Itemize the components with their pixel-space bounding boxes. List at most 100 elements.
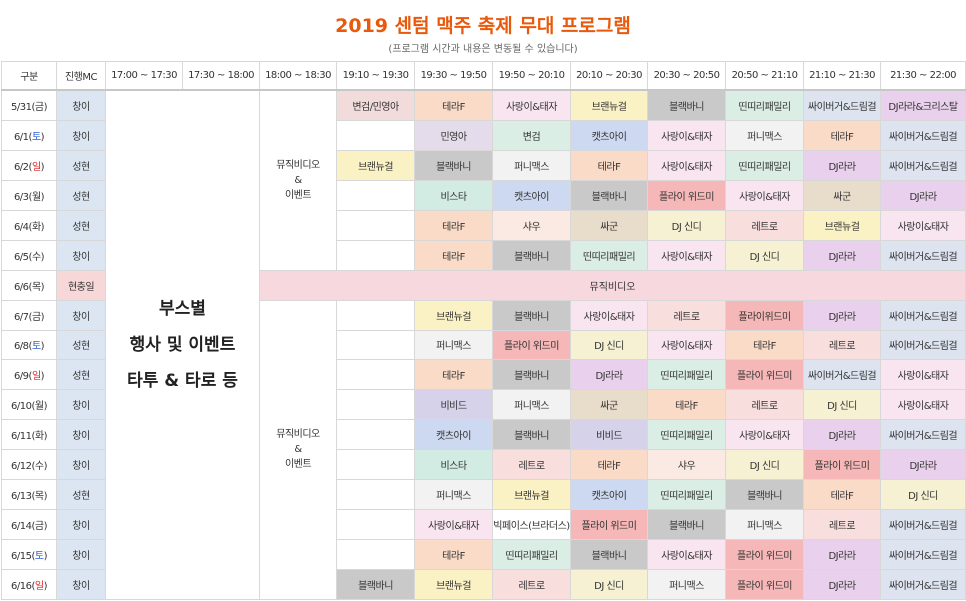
performance-slot: 띤띠리패밀리 (492, 539, 571, 570)
weekday-label: 일 (34, 581, 44, 592)
schedule-row: 6/4(화) 성현 테라F 샤우 싸군 DJ 신디 레트로 브랜뉴걸 사랑이&태자 (1, 209, 966, 241)
performance-slot: DJ 신디 (725, 449, 804, 481)
mc-cell: 현충일 (56, 269, 106, 301)
date-cell: 6/4(화) (1, 209, 57, 241)
date-suffix: ) (40, 221, 45, 233)
performance-slot: 빅페이스(브라더스) (492, 509, 571, 541)
performance-slot (336, 389, 415, 421)
performance-slot: 블랙바니 (492, 239, 571, 271)
date-cell: 6/9(일) (1, 359, 57, 391)
date-suffix: ) (43, 551, 48, 563)
page-subtitle: (프로그램 시간과 내용은 변동될 수 있습니다) (388, 44, 578, 55)
date-cell: 5/31(금) (1, 89, 57, 121)
performance-slot: 싸이버거&드림걸 (880, 239, 966, 271)
performance-slot: 테라F (570, 449, 648, 481)
performance-slot: 플라이 위드미 (570, 509, 648, 541)
performance-slot: 비스타 (414, 449, 493, 481)
performance-slot: 블랙바니 (647, 509, 726, 541)
schedule-table: 구분 진행MC 17:00 ~ 17:30 17:30 ~ 18:00 18:0… (1, 61, 966, 601)
performance-slot: 블랙바니 (492, 419, 571, 451)
weekday-label: 월 (34, 401, 44, 413)
date-prefix: 6/4( (13, 221, 33, 233)
booth-events-line: 타투 & 타로 등 (127, 371, 238, 391)
weekday-label: 일 (31, 161, 41, 173)
performance-slot: DJ 신디 (725, 239, 804, 271)
date-cell: 6/13(목) (1, 479, 57, 511)
date-cell: 6/2(일) (1, 149, 57, 181)
performance-slot: 퍼니맥스 (647, 569, 726, 600)
schedule-row: 5/31(금) 창이 부스별 행사 및 이벤트 타투 & 타로 등 뮤직비디오 & 이벤트 변검… (1, 89, 966, 600)
music-video-event-cell: 뮤직비디오 & 이벤트 (259, 299, 337, 601)
performance-slot: DJ라라 (570, 359, 648, 391)
performance-slot (336, 509, 415, 541)
performance-slot (336, 299, 415, 331)
header-cell: 진행MC (56, 61, 106, 91)
mc-cell: 창이 (56, 389, 106, 421)
booth-events-cell: 부스별 행사 및 이벤트 타투 & 타로 등 (105, 89, 260, 600)
mc-cell: 성현 (56, 179, 106, 211)
date-suffix: ) (40, 251, 45, 263)
date-suffix: ) (43, 431, 48, 443)
performance-slot: 캣츠아이 (570, 119, 648, 151)
performance-slot: DJ라라&크리스탈 (880, 89, 966, 121)
weekday-label: 금 (31, 311, 41, 323)
performance-slot: 싸이버거&드림걸 (880, 329, 966, 361)
performance-slot: 싸이버거&드림걸 (880, 149, 966, 181)
weekday-label: 목 (31, 281, 41, 293)
date-suffix: ) (40, 161, 45, 173)
performance-slot: 싸이버거&드림걸 (880, 569, 966, 600)
performance-slot (336, 329, 415, 361)
performance-slot: 플라이 위드미 (725, 569, 804, 600)
performance-slot: 레트로 (725, 389, 804, 421)
performance-slot: 비비드 (414, 389, 493, 421)
performance-slot: DJ 신디 (880, 479, 966, 511)
mc-cell: 성현 (56, 329, 106, 361)
performance-slot: 사랑이&태자 (647, 119, 726, 151)
date-prefix: 6/1( (13, 131, 33, 143)
performance-slot: 싸이버거&드림걸 (880, 509, 966, 541)
event-line: & (294, 444, 302, 456)
date-suffix: ) (40, 311, 45, 323)
event-line: 뮤직비디오 (276, 159, 320, 171)
header-cell: 21:30 ~ 22:00 (880, 61, 966, 91)
mc-cell: 창이 (56, 239, 106, 271)
header-cell: 구분 (1, 61, 57, 91)
performance-slot: 브랜뉴걸 (803, 209, 881, 241)
performance-slot: 퍼니맥스 (492, 389, 571, 421)
performance-slot: DJ라라 (880, 179, 966, 211)
performance-slot: 블랙바니 (414, 149, 493, 181)
schedule-row: 6/11(화) 창이 캣츠아이 블랙바니 비비드 띤띠리패밀리 사랑이&태자 DJ라라 싸이버거… (1, 419, 966, 451)
schedule-row: 6/16(일) 창이 블랙바니 브랜뉴걸 레트로 DJ 신디 퍼니맥스 플라이 위드미 DJ라라… (1, 569, 966, 600)
weekday-label: 목 (34, 491, 44, 503)
performance-slot: 띤띠리패밀리 (647, 419, 726, 451)
weekday-label: 토 (34, 551, 44, 563)
header-cell: 21:10 ~ 21:30 (803, 61, 881, 91)
performance-slot: 띤띠리패밀리 (647, 359, 726, 391)
performance-slot: 퍼니맥스 (492, 149, 571, 181)
performance-slot: 캣츠아이 (414, 419, 493, 451)
date-cell: 6/16(일) (1, 569, 57, 600)
performance-slot: 비비드 (570, 419, 648, 451)
performance-slot: 테라F (803, 479, 881, 511)
performance-slot: 띤띠리패밀리 (570, 239, 648, 271)
date-cell: 6/5(수) (1, 239, 57, 271)
performance-slot (336, 209, 415, 241)
performance-slot (336, 239, 415, 271)
performance-slot: 퍼니맥스 (414, 479, 493, 511)
performance-slot (336, 119, 415, 151)
performance-slot: 변검 (492, 119, 571, 151)
schedule-row: 6/3(월) 성현 비스타 캣츠아이 블랙바니 플라이 위드미 사랑이&태자 싸군 DJ라라 (1, 179, 966, 211)
performance-slot: DJ라라 (803, 299, 881, 331)
mc-cell: 창이 (56, 539, 106, 570)
mc-cell: 성현 (56, 359, 106, 391)
performance-slot: 블랙바니 (492, 359, 571, 391)
performance-slot: 브랜뉴걸 (414, 569, 493, 600)
date-cell: 6/11(화) (1, 419, 57, 451)
performance-slot: 테라F (414, 359, 493, 391)
schedule-row: 6/15(토) 창이 테라F 띤띠리패밀리 블랙바니 사랑이&태자 플라이 위드미 DJ라라 싸… (1, 539, 966, 570)
performance-slot: 사랑이&태자 (647, 149, 726, 181)
header-row: 구분 진행MC 17:00 ~ 17:30 17:30 ~ 18:00 18:0… (1, 61, 966, 91)
date-prefix: 6/3( (13, 191, 33, 203)
date-prefix: 6/7( (13, 311, 33, 323)
weekday-label: 금 (34, 521, 44, 533)
